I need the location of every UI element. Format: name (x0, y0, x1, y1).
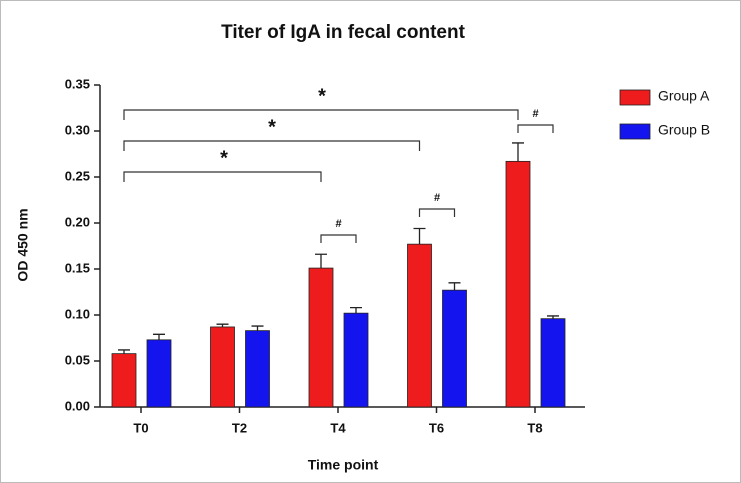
error-bar (118, 349, 130, 354)
x-tick-label: T8 (527, 420, 542, 435)
significance-bracket (418, 208, 456, 217)
significance-bracket (123, 171, 322, 182)
legend-label: Group A (658, 88, 710, 104)
annotation: * (220, 147, 228, 169)
x-tick-label: T6 (429, 420, 444, 435)
annotation: * (318, 85, 326, 107)
annotation: * (268, 116, 276, 138)
legend-swatch (619, 123, 651, 140)
error-bar (547, 315, 559, 319)
error-bar (153, 333, 165, 340)
bar (308, 267, 334, 408)
x-tick-label: T2 (232, 420, 247, 435)
bar (111, 353, 137, 408)
y-tick-label: 0.15 (65, 260, 90, 275)
annotation: # (532, 108, 538, 120)
bar (505, 160, 531, 408)
bar (540, 318, 566, 408)
error-bar (350, 306, 362, 314)
y-tick-label: 0.10 (65, 306, 90, 321)
chart-title: Titer of IgA in fecal content (221, 22, 466, 43)
error-bar (512, 142, 524, 162)
significance-bracket (123, 109, 519, 120)
bar (343, 312, 369, 408)
bar (442, 289, 467, 408)
bar (407, 243, 432, 408)
legend-label: Group B (658, 122, 710, 138)
y-tick-label: 0.20 (65, 214, 90, 229)
error-bar (315, 253, 327, 269)
error-bar (448, 282, 461, 291)
significance-bracket (517, 124, 554, 133)
annotation: # (434, 192, 440, 204)
bar (210, 326, 235, 408)
y-tick-label: 0.00 (65, 398, 90, 413)
legend-swatch (619, 89, 651, 106)
y-tick-label: 0.30 (65, 122, 90, 137)
y-axis-label: OD 450 nm (15, 208, 31, 281)
x-axis-label: Time point (308, 457, 379, 473)
bar (245, 330, 270, 408)
error-bar (251, 325, 264, 331)
y-tick-label: 0.05 (65, 352, 90, 367)
x-tick-label: T4 (330, 420, 346, 435)
significance-bracket (123, 140, 421, 151)
error-bar (216, 323, 229, 327)
significance-bracket (320, 234, 357, 243)
y-tick-label: 0.25 (65, 168, 90, 183)
x-tick-label: T0 (133, 420, 148, 435)
error-bar (413, 227, 426, 245)
bar (146, 339, 172, 408)
annotation: # (335, 218, 341, 230)
y-tick-label: 0.35 (65, 76, 90, 91)
